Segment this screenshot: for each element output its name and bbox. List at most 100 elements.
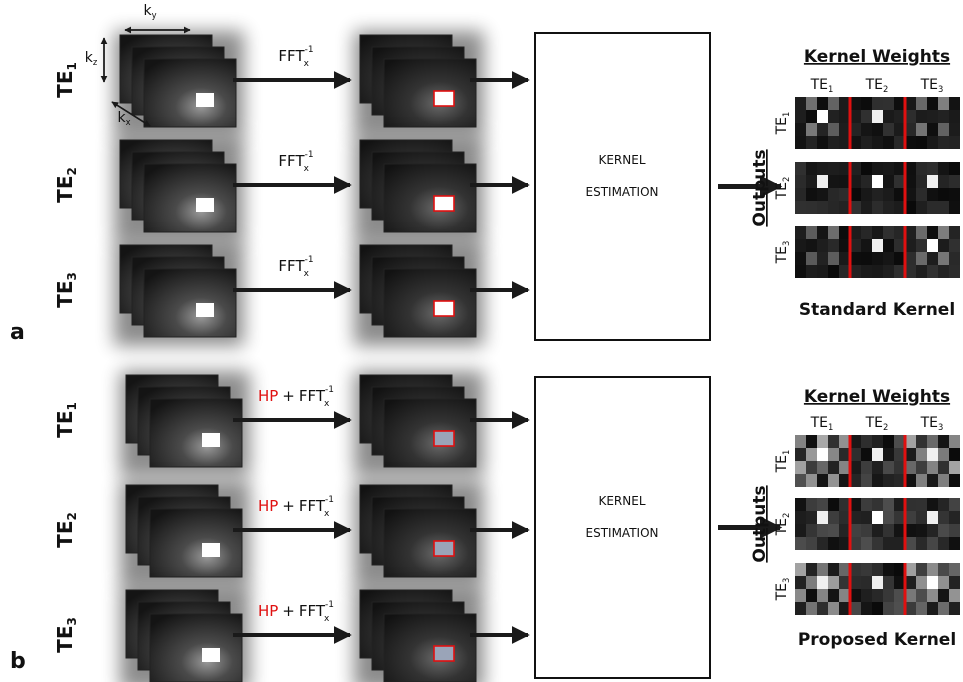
fft-label: FFT [299, 497, 326, 515]
kernel-cell [806, 524, 817, 537]
kernel-cell [905, 537, 916, 550]
kernel-cell [916, 589, 927, 602]
kernel-cell [817, 537, 828, 550]
kernel-cell [894, 239, 905, 252]
calibration-region [434, 646, 454, 661]
kernel-cell [905, 239, 916, 252]
kernel-cell [872, 265, 883, 278]
label-sub: 2 [65, 167, 79, 175]
kernel-cell [949, 136, 960, 149]
kernel-cell [872, 226, 883, 239]
label-sub: 3 [65, 272, 79, 280]
kernel-cell [795, 175, 806, 188]
fft-sub: x [324, 399, 330, 409]
kernel-cell [861, 175, 872, 188]
kernel-cell [839, 162, 850, 175]
kernel-cell [872, 175, 883, 188]
kernel-cell [927, 435, 938, 448]
kernel-cell [949, 123, 960, 136]
box-label: KERNEL [598, 153, 645, 167]
kernel-cell [861, 498, 872, 511]
kernel-cell [795, 537, 806, 550]
kernel-cell [828, 589, 839, 602]
kernel-cell [916, 524, 927, 537]
kernel-cell [795, 239, 806, 252]
fft-label: FFT [278, 152, 305, 170]
kernel-cell [806, 265, 817, 278]
kernel-cell [894, 537, 905, 550]
kernel-cell [927, 188, 938, 201]
kernel-cell [839, 576, 850, 589]
kernel-cell [938, 226, 949, 239]
transform-label: HP+FFT-1x [258, 600, 334, 624]
fft-label: FFT [278, 47, 305, 65]
kernel-cell [861, 226, 872, 239]
column-label: TE1 [810, 77, 834, 94]
calibration-region [434, 196, 454, 211]
transform-label: HP+FFT-1x [258, 495, 334, 519]
kernel-cell [905, 602, 916, 615]
label-base: TE [53, 281, 77, 308]
kernel-cell [861, 162, 872, 175]
kernel-cell [861, 474, 872, 487]
kernel-cell [861, 252, 872, 265]
kernel-cell [795, 576, 806, 589]
kernel-cell [949, 511, 960, 524]
kernel-cell [927, 175, 938, 188]
kernel-cell [872, 252, 883, 265]
fft-sub: x [324, 614, 330, 624]
kernel-cell [916, 563, 927, 576]
kernel-cell [839, 265, 850, 278]
label-sub: 1 [781, 112, 791, 117]
kernel-cell [927, 110, 938, 123]
kernel-cell [850, 498, 861, 511]
kernel-cell [839, 474, 850, 487]
kernel-cell [817, 201, 828, 214]
kernel-cell [949, 448, 960, 461]
kernel-cell [806, 175, 817, 188]
label-sub: 1 [65, 402, 79, 410]
center-region [196, 93, 214, 107]
kernel-cell [839, 524, 850, 537]
kernel-cell [839, 461, 850, 474]
axis-label: ky [143, 3, 156, 20]
kernel-cell [850, 201, 861, 214]
kernel-cell [806, 498, 817, 511]
kernel-cell [861, 110, 872, 123]
box-label: ESTIMATION [586, 526, 659, 540]
kernel-cell [795, 602, 806, 615]
kernel-cell [927, 461, 938, 474]
fft-sub: x [324, 509, 330, 519]
label-base: TE [865, 415, 883, 431]
kernel-cell [916, 162, 927, 175]
kernel-cell [850, 226, 861, 239]
kernel-cell [872, 162, 883, 175]
kernel-cell [927, 162, 938, 175]
kernel-cell [817, 136, 828, 149]
k-space-slice [150, 399, 242, 467]
kernel-cell [850, 188, 861, 201]
label-sub: x [126, 117, 131, 127]
kernel-cell [850, 474, 861, 487]
kernel-cell [861, 188, 872, 201]
kernel-cell [894, 252, 905, 265]
kernel-cell [905, 498, 916, 511]
kernel-cell [839, 110, 850, 123]
fft-sup: -1 [325, 495, 334, 505]
kernel-cell [806, 448, 817, 461]
kernel-cell [806, 252, 817, 265]
kernel-cell [927, 498, 938, 511]
kernel-cell [938, 563, 949, 576]
kernel-cell [949, 110, 960, 123]
plus-label: + [282, 497, 295, 515]
kernel-cell [839, 602, 850, 615]
kernel-cell [872, 576, 883, 589]
kernel-cell [905, 97, 916, 110]
kernel-cell [795, 461, 806, 474]
kernel-cell [861, 511, 872, 524]
fft-sup: -1 [305, 150, 314, 160]
kernel-cell [850, 123, 861, 136]
kernel-cell [938, 188, 949, 201]
k-space-slice [150, 509, 242, 577]
